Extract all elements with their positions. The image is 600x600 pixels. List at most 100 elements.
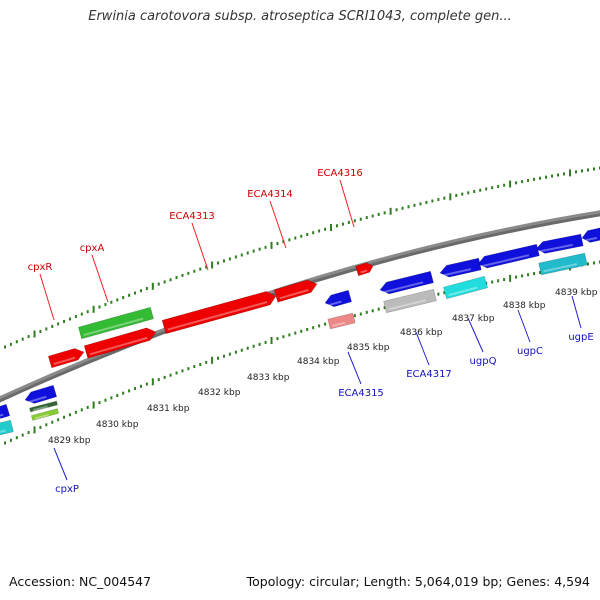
inner-tick xyxy=(57,418,60,422)
gene-ECA4313 xyxy=(161,291,277,335)
inner-tick xyxy=(151,378,154,386)
outer-tick xyxy=(431,199,434,203)
outer-tick xyxy=(449,193,452,201)
outer-tick xyxy=(347,220,350,224)
outer-tick xyxy=(258,247,261,251)
inner-tick xyxy=(169,373,172,377)
outer-tick xyxy=(80,312,83,316)
outer-tick xyxy=(569,169,572,177)
inner-tick xyxy=(365,310,368,314)
inner-tick xyxy=(246,346,249,350)
gene-ECA4316 xyxy=(355,262,374,277)
outer-tick xyxy=(383,211,386,215)
inner-tick xyxy=(491,280,494,284)
outer-tick xyxy=(443,196,446,200)
inner-tick xyxy=(145,382,148,386)
gene-label-ECA4315: ECA4315 xyxy=(338,388,384,399)
inner-tick xyxy=(128,389,131,393)
inner-tick xyxy=(527,273,530,277)
inner-tick xyxy=(240,348,243,352)
outer-tick xyxy=(353,219,356,223)
gene-features xyxy=(0,227,600,436)
outer-tick xyxy=(455,193,458,197)
gene-cpxA-shine xyxy=(89,336,148,356)
gene-edge-right xyxy=(581,227,600,243)
outer-tick xyxy=(45,327,48,331)
inner-tick xyxy=(306,327,309,331)
outer-tick xyxy=(533,177,536,181)
outer-tick xyxy=(222,259,225,263)
inner-tick xyxy=(116,394,119,398)
outer-tick xyxy=(57,322,60,326)
inner-tick xyxy=(122,391,125,395)
gene-ECA4315 xyxy=(324,289,352,308)
inner-tick xyxy=(92,401,95,409)
outer-tick xyxy=(92,305,95,313)
outer-tick xyxy=(169,278,172,282)
gene-cpxR-body xyxy=(47,348,85,369)
gene-ECA4315-alt-shine xyxy=(332,321,346,327)
outer-tick xyxy=(240,253,243,257)
outer-tick xyxy=(527,179,530,183)
outer-tick xyxy=(276,242,279,246)
outer-tick xyxy=(157,282,160,286)
inner-tick xyxy=(282,335,285,339)
gene-ECA4315-shine xyxy=(328,300,342,307)
outer-tick xyxy=(4,345,6,349)
outer-tick xyxy=(509,180,512,188)
outer-tick xyxy=(294,236,297,240)
inner-tick xyxy=(217,356,220,360)
inner-tick xyxy=(193,365,196,369)
inner-tick xyxy=(258,342,261,346)
outer-tick xyxy=(437,198,440,202)
inner-tick xyxy=(533,272,536,276)
gene-label-ugpE: ugpE xyxy=(568,332,593,343)
gene-cpxP-sub2-body xyxy=(29,400,58,413)
gene-ugpE xyxy=(535,233,584,254)
outer-tick xyxy=(330,224,333,232)
gene-ugpQ-alt xyxy=(443,275,488,300)
gene-ugpQ-alt-body xyxy=(443,275,488,300)
accession-text: Accession: NC_004547 xyxy=(9,574,152,589)
outer-tick xyxy=(467,191,470,195)
inner-tick xyxy=(80,408,83,412)
gene-edge-left-shine xyxy=(0,413,4,417)
outer-tick xyxy=(377,212,380,216)
inner-tick xyxy=(45,423,48,427)
label-leader xyxy=(571,295,582,329)
outer-tick xyxy=(288,238,291,242)
label-leader xyxy=(191,222,209,271)
outer-tick xyxy=(503,183,506,187)
inner-tick xyxy=(205,360,208,364)
outer-tick xyxy=(252,249,255,253)
outer-tick xyxy=(395,208,398,212)
gene-cpxA-body xyxy=(83,327,157,359)
outer-tick xyxy=(27,335,30,339)
inner-tick xyxy=(383,306,386,310)
gene-cpxP-sub1-shine xyxy=(34,413,49,420)
inner-tick xyxy=(175,371,178,375)
gene-cpxP-sub2-shine xyxy=(32,405,48,412)
inner-tick xyxy=(587,262,590,266)
gene-label-cpxA: cpxA xyxy=(80,243,105,254)
gene-label-ugpC: ugpC xyxy=(517,346,543,357)
scale-tick-label: 4829 kbp xyxy=(48,436,91,446)
gene-label-ECA4316: ECA4316 xyxy=(317,168,363,179)
gene-cpxP-alt-body xyxy=(0,419,14,436)
scale-tick-label: 4834 kbp xyxy=(297,357,340,367)
outer-tick xyxy=(335,224,338,228)
gene-ECA4315-alt xyxy=(327,312,356,330)
gene-cpxP-body xyxy=(24,384,58,404)
gene-cpxA-alt-shine xyxy=(83,317,144,337)
inner-tick xyxy=(443,291,446,295)
outer-tick xyxy=(128,293,131,297)
gene-cpxA xyxy=(83,327,157,359)
gene-ugpC xyxy=(477,243,540,269)
gene-label-cpxR: cpxR xyxy=(28,262,53,273)
gene-cpxP-alt xyxy=(0,419,14,436)
gene-label-ECA4314: ECA4314 xyxy=(247,189,293,200)
inner-tick xyxy=(199,362,202,366)
outer-tick xyxy=(163,280,166,284)
inner-tick xyxy=(276,337,279,341)
